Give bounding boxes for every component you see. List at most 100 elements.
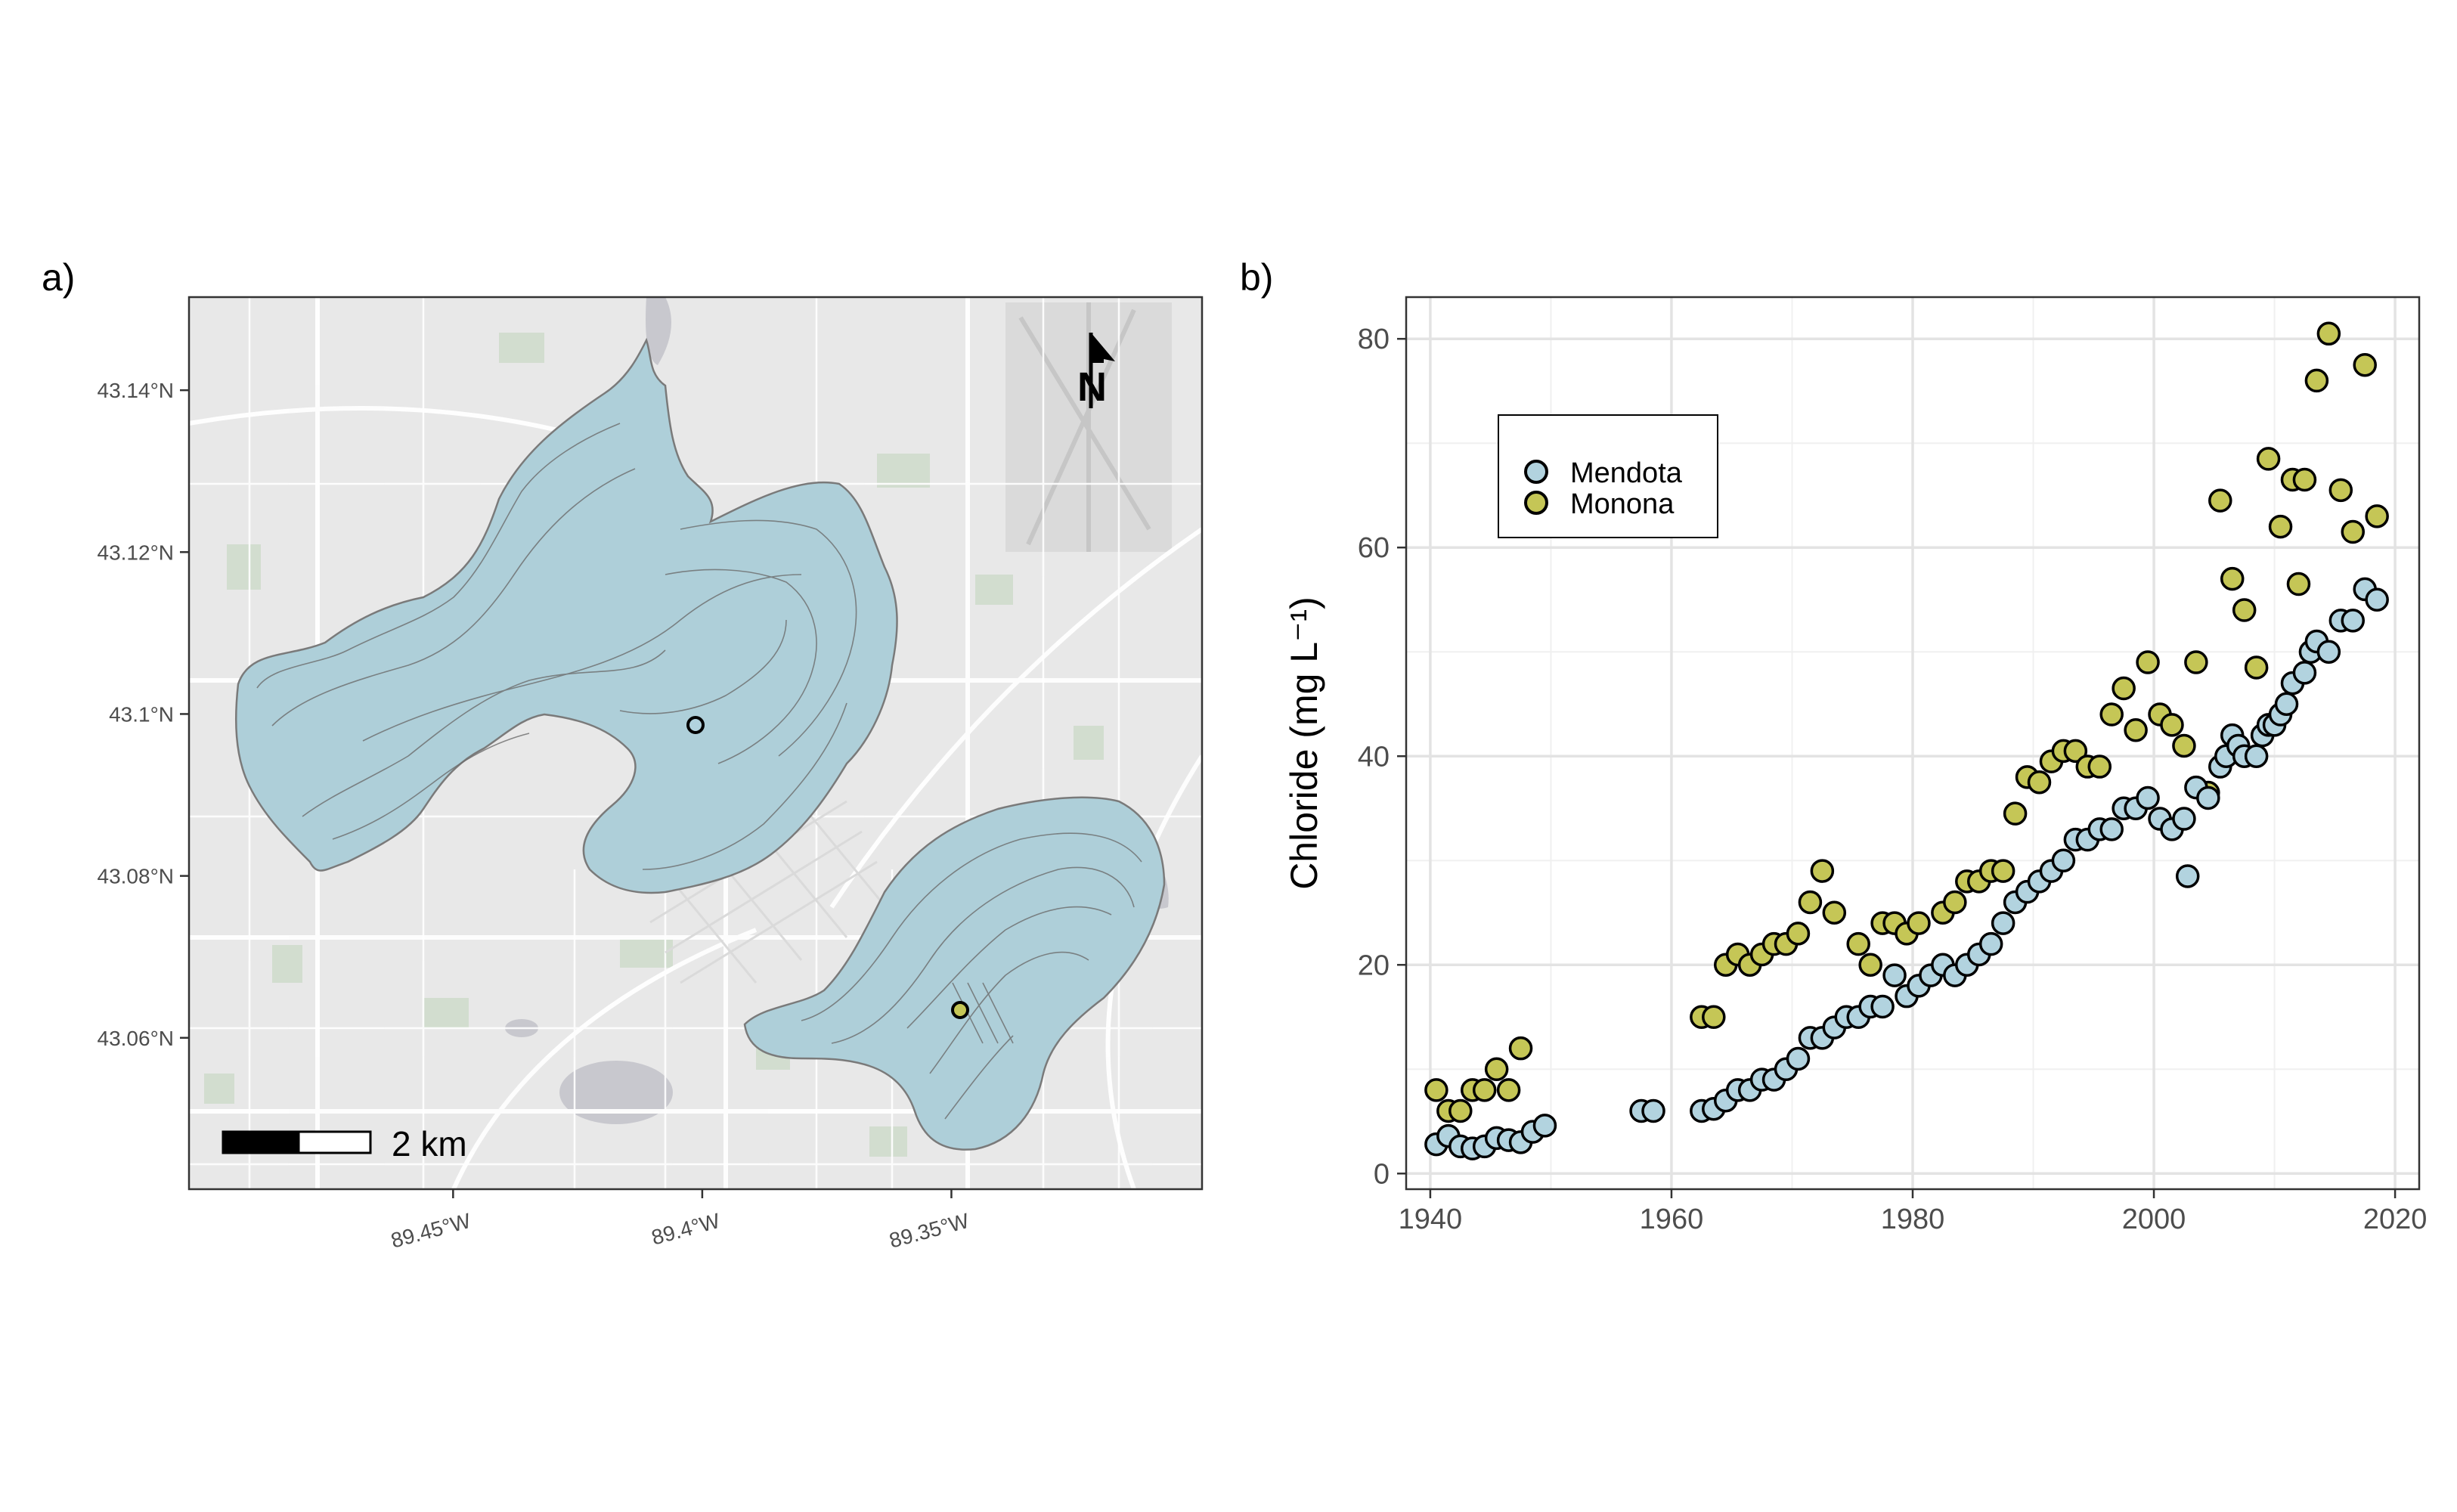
data-point-monona — [1484, 1057, 1509, 1082]
data-point-monona — [2184, 650, 2208, 674]
data-point-mendota — [2196, 785, 2220, 810]
data-point-monona — [2208, 488, 2232, 513]
data-point-mendota — [1870, 994, 1895, 1019]
lake-mendota — [234, 337, 898, 894]
lat-tick-label: 43.06°N — [98, 1027, 175, 1050]
lake-monona — [743, 796, 1166, 1151]
map-panel: N 2 km 43.14°N 43.12°N 43.1°N 43.08°N 43.06°… — [98, 296, 1204, 1253]
data-point-mendota — [2051, 848, 2076, 873]
data-point-monona — [2172, 733, 2196, 758]
legend-label-mendota: Mendota — [1570, 457, 1683, 489]
data-point-monona — [1786, 922, 1811, 946]
chart-panel: 1940 1960 1980 2000 2020 0 20 40 60 80 Chloride … — [1283, 296, 2428, 1235]
data-point-mendota — [2175, 864, 2200, 888]
data-point-monona — [1798, 890, 1823, 915]
data-point-monona — [2027, 770, 2052, 795]
x-axis-ticks: 1940 1960 1980 2000 2020 — [1399, 1189, 2428, 1235]
data-point-monona — [2124, 717, 2148, 742]
data-point-monona — [2220, 566, 2245, 591]
data-point-monona — [1472, 1078, 1497, 1102]
legend: Mendota Monona — [1498, 414, 1718, 538]
data-point-monona — [2341, 519, 2366, 544]
panel-label-a: a) — [42, 256, 76, 299]
data-point-monona — [2063, 739, 2088, 764]
data-point-mendota — [2244, 744, 2269, 769]
scale-bar: 2 km — [222, 1124, 467, 1163]
x-tick-label: 1960 — [1640, 1204, 1704, 1235]
north-arrow-icon: N — [1077, 333, 1115, 410]
data-point-mendota — [2099, 817, 2124, 841]
y-axis-label: Chloride (mg L⁻¹) — [1283, 596, 1325, 890]
x-tick-label: 2020 — [2363, 1204, 2428, 1235]
lat-tick-label: 43.14°N — [98, 379, 175, 402]
data-point-monona — [1846, 931, 1870, 956]
legend-label-monona: Monona — [1570, 488, 1675, 520]
y-tick-label: 20 — [1358, 950, 1390, 981]
data-point-monona — [2112, 676, 2136, 701]
data-point-mendota — [2341, 609, 2366, 633]
data-point-monona — [2244, 655, 2269, 680]
data-point-monona — [1448, 1098, 1473, 1123]
data-point-mendota — [2274, 692, 2299, 716]
data-point-monona — [1907, 911, 1931, 935]
airport-area — [1005, 302, 1172, 552]
scale-bar-label: 2 km — [392, 1124, 467, 1163]
panel-label-b: b) — [1240, 256, 1274, 299]
map-latitude-ticks: 43.14°N 43.12°N 43.1°N 43.08°N 43.06°N — [98, 379, 189, 1050]
station-marker-mendota — [686, 716, 705, 734]
x-tick-label: 1940 — [1399, 1204, 1463, 1235]
data-point-mendota — [1978, 931, 2003, 956]
data-point-mendota — [1991, 911, 2015, 935]
data-point-monona — [2099, 702, 2124, 727]
data-point-monona — [1496, 1078, 1521, 1102]
data-point-monona — [2268, 514, 2293, 539]
data-points — [1424, 321, 2389, 1160]
y-tick-label: 60 — [1358, 532, 1390, 564]
data-point-monona — [2232, 598, 2257, 622]
y-tick-label: 0 — [1374, 1158, 1390, 1190]
data-point-monona — [1858, 953, 1882, 978]
legend-key-mendota — [1524, 460, 1548, 484]
data-point-monona — [1702, 1005, 1726, 1030]
data-point-monona — [2003, 801, 2028, 826]
data-point-mendota — [2316, 640, 2341, 664]
x-tick-label: 2000 — [2122, 1204, 2186, 1235]
data-point-mendota — [2365, 587, 2389, 612]
data-point-mendota — [1532, 1114, 1557, 1138]
station-marker-monona — [951, 1001, 969, 1019]
data-point-monona — [1991, 859, 2015, 883]
lon-tick-label: 89.4°W — [649, 1209, 723, 1250]
data-point-monona — [1424, 1078, 1448, 1102]
lon-tick-label: 89.35°W — [887, 1209, 972, 1253]
data-point-monona — [1508, 1036, 1533, 1061]
data-point-mendota — [2172, 807, 2196, 831]
data-point-monona — [2304, 368, 2329, 393]
legend-key-monona — [1524, 491, 1548, 515]
data-point-monona — [2286, 572, 2311, 596]
data-point-monona — [2160, 713, 2184, 737]
x-tick-label: 1980 — [1881, 1204, 1945, 1235]
map-frame — [187, 296, 1204, 1191]
data-point-mendota — [1882, 963, 1907, 987]
data-point-monona — [2365, 504, 2389, 528]
data-point-monona — [2316, 321, 2341, 346]
data-point-monona — [2256, 447, 2281, 471]
y-tick-label: 80 — [1358, 324, 1390, 355]
data-point-monona — [2353, 352, 2377, 377]
data-point-mendota — [2136, 785, 2160, 810]
data-point-monona — [2328, 478, 2353, 503]
grid-lines — [1406, 297, 2419, 1189]
data-point-monona — [1822, 900, 1847, 925]
lat-tick-label: 43.1°N — [109, 702, 174, 726]
map-longitude-ticks: 89.45°W 89.4°W 89.35°W — [389, 1189, 972, 1253]
y-axis-ticks: 0 20 40 60 80 — [1358, 324, 1406, 1190]
data-point-mendota — [1786, 1046, 1811, 1071]
data-point-monona — [2136, 650, 2160, 674]
lat-tick-label: 43.08°N — [98, 865, 175, 888]
y-tick-label: 40 — [1358, 741, 1390, 773]
data-point-mendota — [1641, 1098, 1665, 1123]
data-point-monona — [1810, 859, 1835, 883]
data-point-monona — [2292, 467, 2317, 492]
data-point-mendota — [2292, 661, 2317, 685]
